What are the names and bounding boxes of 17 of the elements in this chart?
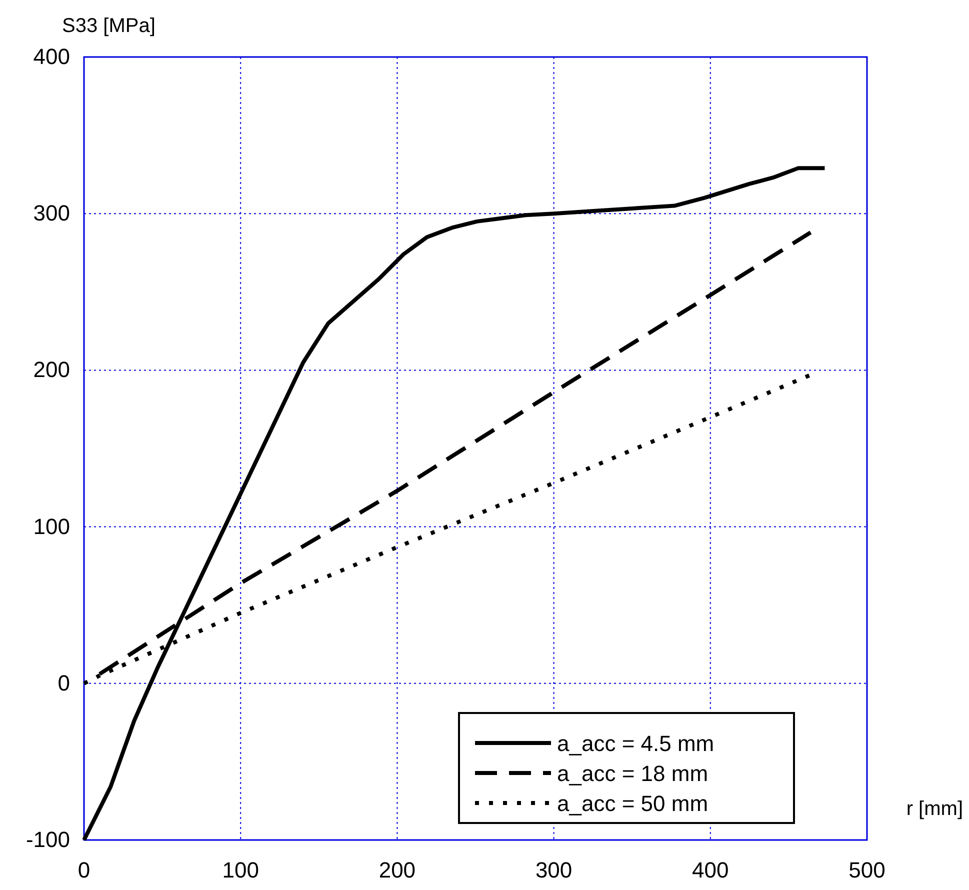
x-tick-label: 300	[535, 858, 572, 883]
x-tick-label: 100	[222, 858, 259, 883]
y-tick-label: 200	[33, 357, 70, 382]
legend-label: a_acc = 18 mm	[557, 761, 708, 786]
x-tick-label: 400	[692, 858, 729, 883]
y-axis-title: S33 [MPa]	[62, 15, 156, 37]
y-tick-label: -100	[26, 827, 70, 852]
x-axis-title: r [mm]	[906, 798, 963, 820]
legend-label: a_acc = 50 mm	[557, 791, 708, 816]
x-tick-label: 200	[378, 858, 416, 883]
x-tick-label: 500	[848, 858, 886, 883]
legend-label: a_acc = 4.5 mm	[557, 731, 714, 756]
y-tick-label: 400	[33, 44, 70, 70]
x-tick-label: 0	[78, 858, 90, 883]
y-tick-label: 300	[33, 200, 70, 226]
y-tick-label: 0	[58, 670, 70, 696]
y-tick-label: 100	[33, 514, 70, 539]
